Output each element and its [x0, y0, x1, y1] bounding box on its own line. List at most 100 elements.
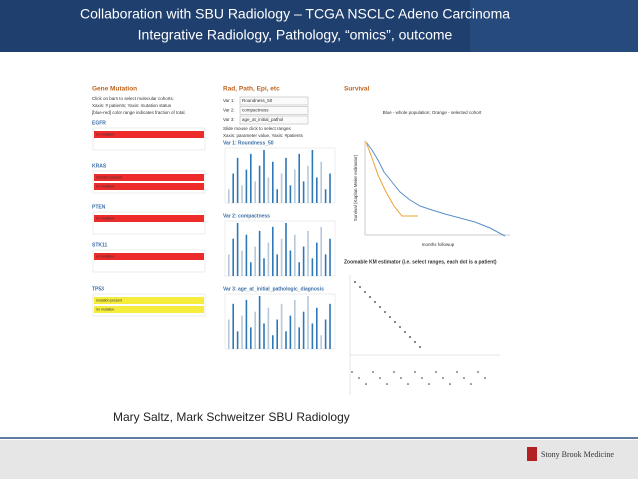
histogram-stripe [316, 177, 318, 203]
km-dot [389, 316, 391, 318]
km-dot [414, 371, 416, 373]
histogram-stripe [320, 226, 322, 276]
km-dot [449, 383, 451, 385]
histogram-stripe [241, 315, 243, 349]
legend: Blue - whole population; Orange - select… [383, 110, 483, 115]
histogram-stripe [324, 319, 327, 349]
histogram-stripe [294, 169, 296, 203]
bar-label: no mutation [96, 132, 114, 136]
km-dot [463, 377, 465, 379]
histogram-stripe [311, 149, 314, 203]
panel-title: Zoomable KM estimator (i.e. select range… [344, 259, 497, 265]
histogram-stripe [241, 185, 243, 203]
gene-bar[interactable] [94, 183, 204, 190]
var-label: Var 3: [223, 117, 235, 122]
bar-label: no mutation [96, 254, 114, 258]
histogram-stripe [307, 165, 309, 203]
km-dot [442, 377, 444, 379]
histogram-stripe [245, 234, 248, 276]
bar-label: no mutation [96, 216, 114, 220]
gene-bar[interactable] [94, 174, 204, 181]
km-dot [419, 346, 421, 348]
km-dot [477, 371, 479, 373]
histogram-stripe [263, 323, 265, 349]
histogram-stripe [316, 307, 318, 349]
km-dot [409, 336, 411, 338]
var-value: Roundness_50 [242, 98, 273, 103]
km-dot [435, 371, 437, 373]
survival-curve [365, 141, 506, 237]
gene-name: EGFR [92, 120, 106, 126]
km-dot [374, 301, 376, 303]
histogram-stripe [307, 295, 309, 349]
histogram-stripe [329, 173, 331, 203]
instruction: Xaxis: parameter value, Yaxis: #patients [223, 133, 304, 138]
var-value: compactness [242, 108, 269, 113]
km-dot [414, 341, 416, 343]
footer-logo: Stony Brook Medicine [541, 450, 614, 459]
var-select[interactable] [239, 115, 309, 125]
histogram-stripe [302, 246, 305, 276]
y-label: Survival (Kaplan Meier estimator) [353, 154, 358, 221]
km-dot [379, 306, 381, 308]
instruction: Slide mouse click to select ranges [223, 126, 292, 131]
histogram-stripe [298, 262, 300, 276]
km-dot [393, 371, 395, 373]
histogram-stripe [280, 303, 283, 349]
km-dot [369, 296, 371, 298]
gene-name: PTEN [92, 204, 106, 210]
histogram-stripe [285, 331, 287, 349]
instruction: Xaxis: # patients; Yaxis: mutation statu… [92, 103, 172, 108]
bar-label: no mutation [96, 307, 114, 311]
panel-title: Rad, Path, Epi, etc [223, 86, 280, 93]
histogram-stripe [276, 254, 278, 276]
title-line: Integrative Radiology, Pathology, “omics… [138, 27, 453, 43]
bar-label: mutation present [96, 298, 122, 302]
plot-title: Var 2: compactness [223, 213, 270, 219]
histogram-stripe [228, 319, 230, 349]
var-select[interactable] [239, 96, 309, 106]
histogram-stripe [250, 262, 252, 276]
histogram-stripe [276, 189, 278, 203]
plot-title: Var 3: age_at_initial_pathologic_diagnos… [223, 286, 324, 292]
histogram-stripe [294, 299, 296, 349]
histogram-stripe [263, 149, 265, 203]
histogram-stripe [254, 246, 256, 276]
histogram-stripe [329, 303, 331, 349]
histogram-stripe [267, 307, 270, 349]
histogram-stripe [294, 234, 296, 276]
histogram-stripe [228, 189, 230, 203]
km-dot [394, 321, 396, 323]
gene-name: KRAS [92, 163, 107, 169]
panel-title: Survival [344, 86, 369, 93]
gene-bar[interactable] [94, 297, 204, 304]
header-texture [470, 0, 638, 52]
footer-band [0, 440, 638, 479]
histogram-stripe [254, 181, 256, 203]
histogram-stripe [258, 230, 261, 276]
histogram-stripe [285, 157, 287, 203]
km-dot [407, 383, 409, 385]
histogram-stripe [236, 331, 239, 349]
histogram-stripe [289, 250, 292, 276]
histogram-stripe [316, 242, 318, 276]
var-select[interactable] [239, 106, 309, 115]
gene-bar[interactable] [94, 215, 204, 222]
histogram-stripe [311, 258, 314, 276]
histogram-stripe [298, 153, 300, 203]
km-dot [399, 326, 401, 328]
histogram-stripe [280, 238, 283, 276]
histogram-stripe [302, 311, 305, 349]
gene-name: STK11 [92, 242, 108, 248]
title-line: Collaboration with SBU Radiology – TCGA … [80, 6, 510, 22]
km-dot [400, 377, 402, 379]
km-dot [470, 383, 472, 385]
histogram-stripe [250, 327, 252, 349]
km-dot [365, 383, 367, 385]
gene-bar[interactable] [94, 306, 204, 313]
km-dot [351, 371, 353, 373]
gene-bar[interactable] [94, 131, 204, 138]
histogram-stripe [302, 181, 305, 203]
gene-bar[interactable] [94, 253, 204, 260]
